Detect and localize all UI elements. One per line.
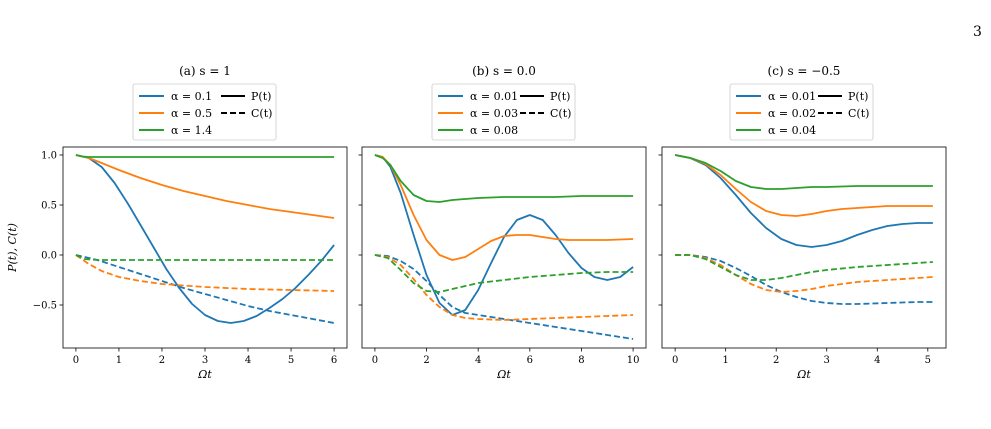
- y-tick-label: −0.5: [33, 301, 57, 312]
- axes-frame: [361, 146, 647, 349]
- series-line-green-P: [674, 154, 933, 190]
- series-line-orange-C: [75, 254, 335, 292]
- y-tick-label: 0.0: [41, 251, 57, 262]
- legend-label: α = 0.01: [470, 90, 518, 103]
- legend-label: C(t): [251, 107, 272, 120]
- legend: α = 0.01 α = 0.03 α = 0.08 P(t) C(t): [431, 83, 576, 141]
- page-number: 3: [973, 24, 982, 40]
- series-line-blue-P: [674, 154, 933, 248]
- legend-label: P(t): [550, 90, 570, 103]
- chart-panel-1: 0 1 2 3 4 5 6 −0.5 0.0 0.5 1.0 (a) s = 1 Ωt P(t), C(t…: [6, 64, 348, 381]
- x-tick-label: 6: [527, 355, 533, 366]
- legend-label: α = 0.02: [768, 107, 816, 120]
- chart-title: (c) s = −0.5: [768, 64, 841, 78]
- chart-title: (a) s = 1: [179, 64, 231, 78]
- series-line-green-C: [374, 254, 634, 293]
- legend-label: α = 0.04: [768, 124, 816, 137]
- legend-frame: [729, 83, 874, 141]
- x-tick-label: 6: [331, 355, 337, 366]
- series-line-blue-C: [374, 254, 634, 340]
- x-axis-label: Ωt: [796, 368, 811, 381]
- x-tick-label: 4: [245, 355, 251, 366]
- legend-label: α = 0.1: [171, 90, 212, 103]
- series-line-blue-C: [675, 254, 933, 305]
- x-tick-label: 4: [475, 355, 481, 366]
- x-tick-label: 0: [73, 355, 79, 366]
- x-tick-label: 5: [925, 355, 931, 366]
- x-tick-label: 3: [202, 355, 208, 366]
- x-tick-label: 0: [372, 355, 378, 366]
- legend-label: α = 0.08: [470, 124, 518, 137]
- x-axis-label: Ωt: [197, 368, 212, 381]
- series-line-orange-P: [374, 154, 634, 261]
- x-tick-label: 2: [159, 355, 165, 366]
- chart-title: (b) s = 0.0: [472, 64, 536, 78]
- series-line-blue-P: [75, 154, 335, 324]
- axes-frame: [661, 146, 947, 349]
- series-line-green-C: [675, 254, 933, 281]
- legend-label: C(t): [550, 107, 571, 120]
- legend-frame: [132, 83, 277, 141]
- legend-label: P(t): [251, 90, 271, 103]
- legend: α = 0.1 α = 0.5 α = 1.4 P(t) C(t): [132, 83, 277, 141]
- series-line-green-C: [75, 254, 335, 261]
- x-tick-label: 0: [672, 355, 678, 366]
- series-line-green-P: [75, 154, 335, 158]
- x-tick-label: 5: [288, 355, 294, 366]
- x-axis-label: Ωt: [496, 368, 511, 381]
- x-tick-label: 2: [423, 355, 429, 366]
- series-line-green-P: [374, 154, 634, 203]
- legend-label: α = 0.5: [171, 107, 212, 120]
- x-tick-label: 4: [874, 355, 880, 366]
- legend-label: P(t): [848, 90, 868, 103]
- x-tick-label: 10: [627, 355, 640, 366]
- legend-label: α = 0.03: [470, 107, 518, 120]
- legend: α = 0.01 α = 0.02 α = 0.04 P(t) C(t): [729, 83, 874, 141]
- x-tick-label: 8: [578, 355, 584, 366]
- y-axis-label: P(t), C(t): [6, 223, 19, 273]
- series-line-blue-P: [374, 154, 634, 316]
- x-tick-label: 1: [116, 355, 122, 366]
- y-tick-label: 0.5: [41, 201, 57, 212]
- series-line-orange-P: [674, 154, 933, 217]
- legend-label: α = 1.4: [171, 124, 212, 137]
- series-line-orange-C: [675, 254, 933, 293]
- x-tick-label: 3: [824, 355, 830, 366]
- series-line-orange-P: [75, 154, 335, 219]
- y-tick-label: 1.0: [41, 151, 57, 162]
- x-tick-label: 1: [722, 355, 728, 366]
- series-line-orange-C: [374, 254, 634, 321]
- x-tick-label: 2: [773, 355, 779, 366]
- legend-frame: [431, 83, 576, 141]
- legend-label: α = 0.01: [768, 90, 816, 103]
- legend-label: C(t): [848, 107, 869, 120]
